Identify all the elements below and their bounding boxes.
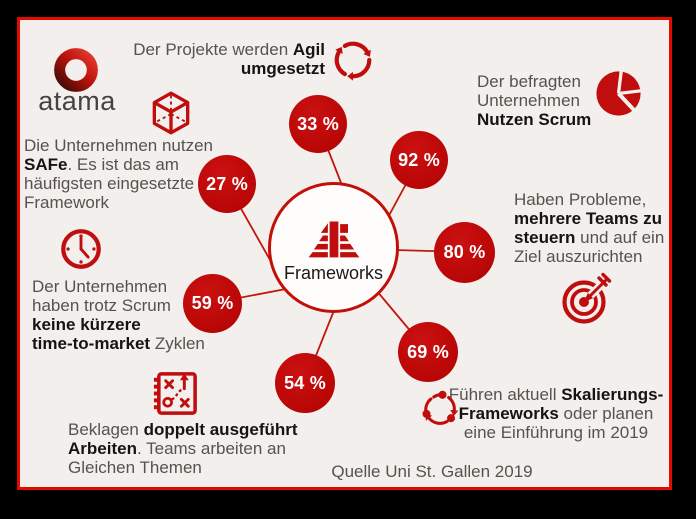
stat-bubble-scaling: 69 %: [398, 322, 458, 382]
step-pyramid-icon: [308, 221, 359, 257]
note-scrum: Der befragten Unternehmen Nutzen Scrum: [477, 72, 592, 129]
note-time-to-market: Der Unternehmen haben trotz Scrum keine kü…: [32, 277, 205, 353]
cycle-arrows-icon: [330, 41, 376, 83]
note-teams: Haben Probleme, mehrere Teams zu steuern u…: [514, 190, 665, 266]
hub-circle: Frameworks: [268, 182, 399, 313]
note-safe: Die Unternehmen nutzen SAFe. Es ist das a…: [24, 136, 214, 212]
stat-bubble-duplicate-work: 54 %: [275, 353, 335, 413]
note-agile: Der Projekte werden Agil umgesetzt: [133, 40, 325, 78]
ring-logo-icon: [54, 48, 98, 92]
strategy-plan-icon: [153, 372, 197, 415]
note-duplicate-work: Beklagen doppelt ausgeführt Arbeiten. Tea…: [68, 420, 298, 477]
source-credit: Quelle Uni St. Gallen 2019: [331, 462, 533, 481]
stat-bubble-safe: 27 %: [198, 155, 256, 213]
clock-icon: [61, 229, 101, 269]
pie-chart-icon: [596, 70, 642, 116]
stat-bubble-time-to-market: 59 %: [183, 274, 242, 333]
infographic-panel: atama Frameworks 33 % 92 % 80 % 69 % 54 …: [17, 17, 672, 490]
stat-bubble-scrum: 92 %: [390, 131, 448, 189]
note-scaling: Führen aktuell Skalierungs- Frameworks od…: [448, 385, 664, 442]
process-cycle-icon: [422, 390, 459, 425]
target-dart-icon: [562, 272, 612, 324]
stat-bubble-agile: 33 %: [289, 95, 347, 153]
brand-logo-text: atama: [38, 86, 116, 116]
cube-icon: [152, 91, 190, 135]
hub-label: Frameworks: [283, 262, 383, 283]
stat-bubble-teams: 80 %: [434, 222, 495, 283]
